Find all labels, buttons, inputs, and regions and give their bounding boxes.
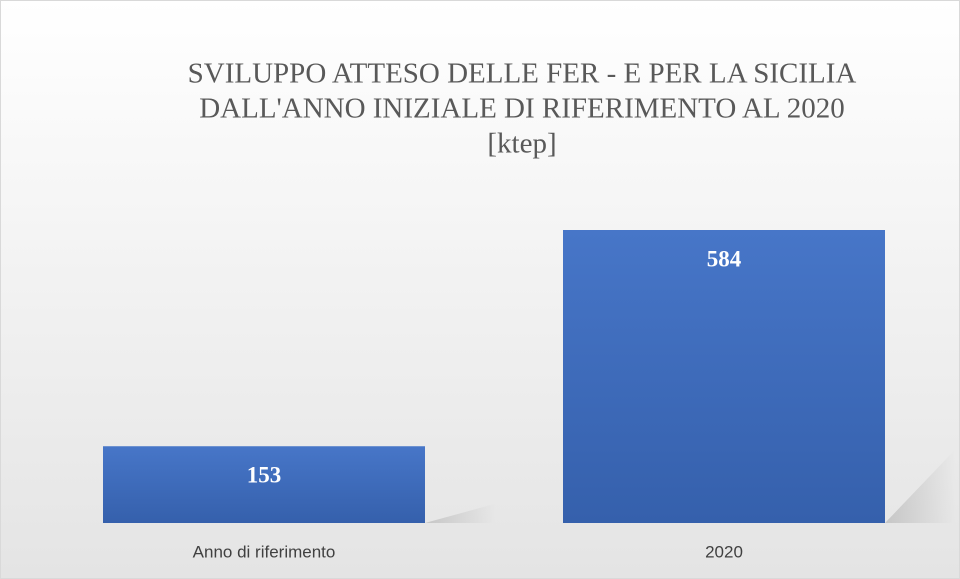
data-label: 153 [247,463,282,488]
bar [563,230,885,523]
bar-shadow [885,449,955,523]
chart-subtitle: [ktep] [487,128,556,160]
bar-shadow [425,503,495,523]
x-tick-label: 2020 [705,542,743,561]
bar [103,446,425,523]
data-label: 584 [707,246,742,271]
chart-title: DALL'ANNO INIZIALE DI RIFERIMENTO AL 202… [199,93,845,125]
chart-title: SVILUPPO ATTESO DELLE FER - E PER LA SIC… [188,58,857,90]
x-tick-label: Anno di riferimento [193,542,336,561]
